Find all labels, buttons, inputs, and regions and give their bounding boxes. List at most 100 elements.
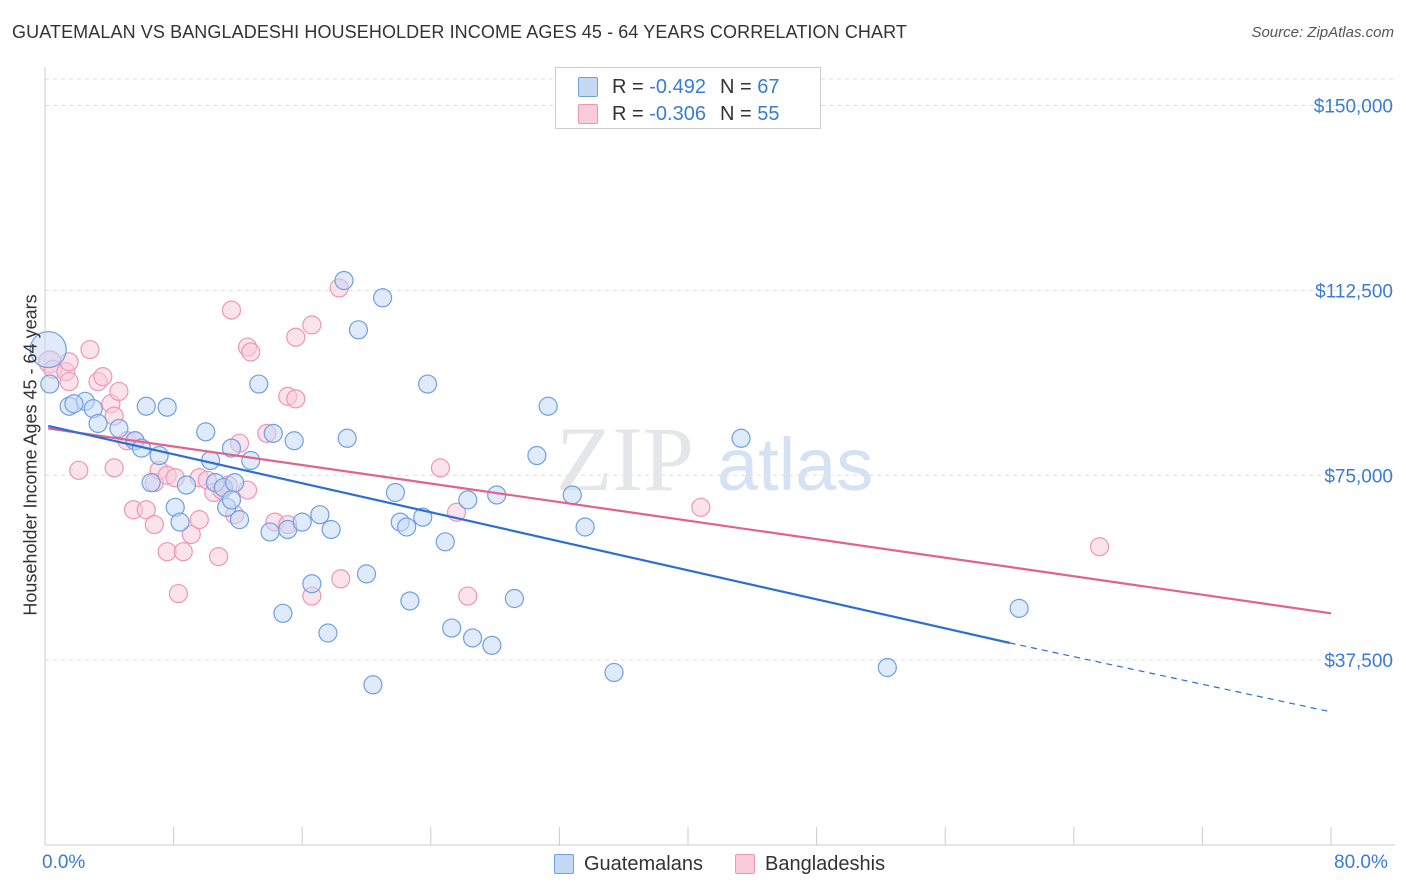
- legend-r-value: -0.306: [649, 103, 706, 125]
- legend-row-bangladeshis: R = -0.306 N = 55: [578, 100, 779, 128]
- bangladeshi-point: [80, 339, 100, 360]
- legend-item-guatemalans[interactable]: Guatemalans: [554, 850, 703, 878]
- guatemalan-point: [462, 628, 483, 648]
- guatemalan-point: [562, 485, 582, 505]
- guatemalan-point: [221, 490, 242, 510]
- source-label: Source: ZipAtlas.com: [1251, 24, 1394, 41]
- legend-swatch-blue: [554, 854, 574, 874]
- y-axis-label: Householder Income Ages 45 - 64 years: [20, 294, 41, 616]
- guatemalan-point: [877, 657, 897, 678]
- bangladeshi-point: [59, 371, 79, 392]
- correlation-legend: R = -0.492 N = 67 R = -0.306 N = 55: [555, 67, 821, 129]
- guatemalan-point: [40, 374, 60, 394]
- guatemalan-point: [64, 394, 84, 414]
- guatemalan-point: [363, 675, 383, 695]
- series-legend: Guatemalans Bangladeshis: [0, 850, 1406, 878]
- y-tick-label: $75,000: [1324, 466, 1393, 487]
- guatemalan-point: [29, 330, 67, 369]
- guatemalan-point: [442, 618, 462, 638]
- legend-n-value: 55: [757, 103, 780, 125]
- legend-n-label: N =: [719, 76, 758, 98]
- bangladeshi-point: [189, 510, 209, 530]
- x-tick-label-max: 80.0%: [1334, 852, 1388, 873]
- guatemalan-point: [334, 270, 354, 291]
- legend-swatch-pink: [578, 104, 598, 124]
- guatemalan-point: [356, 564, 377, 584]
- bangladeshi-point: [331, 569, 351, 589]
- bangladeshi-point: [168, 583, 189, 604]
- legend-row-guatemalans: R = -0.492 N = 67: [578, 73, 779, 101]
- guatemalan-point: [321, 519, 341, 540]
- legend-r-label: R =: [612, 76, 650, 98]
- guatemalan-point: [538, 396, 558, 416]
- guatemalan-point: [176, 475, 197, 495]
- legend-r-label: R =: [612, 103, 650, 125]
- bangladeshi-point: [691, 497, 711, 517]
- guatemalan-point: [263, 423, 283, 443]
- legend-swatch-pink: [735, 854, 755, 874]
- guatemalan-point: [731, 428, 751, 448]
- bangladeshi-point: [241, 342, 261, 362]
- bangladeshi-point: [1089, 537, 1110, 557]
- guatemalan-point: [157, 397, 177, 417]
- guatemalan-point: [141, 473, 161, 493]
- trend-line-bangladeshis: [48, 427, 1332, 615]
- guatemalan-point: [170, 512, 190, 532]
- trend-line-guatemalans-extension: [1009, 642, 1332, 713]
- guatemalan-point: [273, 603, 293, 623]
- guatemalan-point: [284, 431, 304, 451]
- bangladeshi-point: [221, 300, 242, 320]
- guatemalan-point: [225, 473, 245, 493]
- legend-n-label: N =: [719, 103, 758, 125]
- guatemalan-point: [337, 428, 357, 448]
- y-tick-label: $37,500: [1324, 651, 1393, 672]
- guatemalan-point: [318, 623, 338, 643]
- legend-n-value: 67: [757, 76, 780, 98]
- bangladeshi-point: [209, 546, 229, 567]
- bangladeshi-points: [38, 278, 1110, 606]
- trend-line-guatemalans: [47, 424, 1010, 644]
- guatemalan-point: [435, 532, 455, 552]
- guatemalan-point: [527, 445, 547, 466]
- legend-item-bangladeshis[interactable]: Bangladeshis: [735, 850, 885, 878]
- guatemalan-point: [221, 438, 242, 458]
- bangladeshi-point: [430, 458, 451, 478]
- guatemalan-point: [241, 450, 261, 471]
- bangladeshi-point: [286, 327, 306, 347]
- guatemalan-point: [348, 320, 369, 340]
- grid-lines: [45, 78, 1395, 661]
- chart-title: GUATEMALAN VS BANGLADESHI HOUSEHOLDER IN…: [12, 22, 907, 42]
- bangladeshi-point: [181, 524, 201, 545]
- legend-r-value: -0.492: [649, 76, 706, 98]
- guatemalan-point: [260, 522, 280, 542]
- guatemalan-point: [397, 517, 417, 537]
- guatemalan-point: [385, 482, 406, 503]
- guatemalan-point: [249, 374, 269, 394]
- trend-lines: [47, 424, 1332, 713]
- bangladeshi-point: [109, 381, 129, 402]
- guatemalan-point: [1009, 598, 1029, 618]
- guatemalan-point: [417, 374, 438, 394]
- guatemalan-point: [109, 418, 129, 439]
- guatemalan-point: [604, 662, 624, 683]
- guatemalan-point: [229, 510, 250, 530]
- bangladeshi-point: [104, 458, 124, 478]
- guatemalan-point: [504, 588, 524, 609]
- guatemalan-point: [136, 396, 156, 416]
- legend-swatch-blue: [578, 77, 598, 97]
- y-tick-label: $112,500: [1315, 281, 1393, 302]
- guatemalan-point: [302, 574, 322, 594]
- guatemalan-point: [482, 635, 502, 655]
- legend-label: Bangladeshis: [765, 853, 886, 875]
- guatemalan-point: [88, 413, 108, 434]
- x-tick-label-min: 0.0%: [42, 852, 86, 873]
- guatemalan-point: [196, 422, 216, 442]
- guatemalan-point: [292, 512, 312, 532]
- guatemalan-point: [413, 507, 433, 527]
- guatemalan-point: [458, 490, 478, 510]
- bangladeshi-point: [93, 367, 113, 387]
- guatemalan-point: [372, 288, 393, 308]
- guatemalan-point: [575, 517, 595, 537]
- guatemalan-points: [29, 270, 1029, 695]
- bangladeshi-point: [286, 389, 306, 409]
